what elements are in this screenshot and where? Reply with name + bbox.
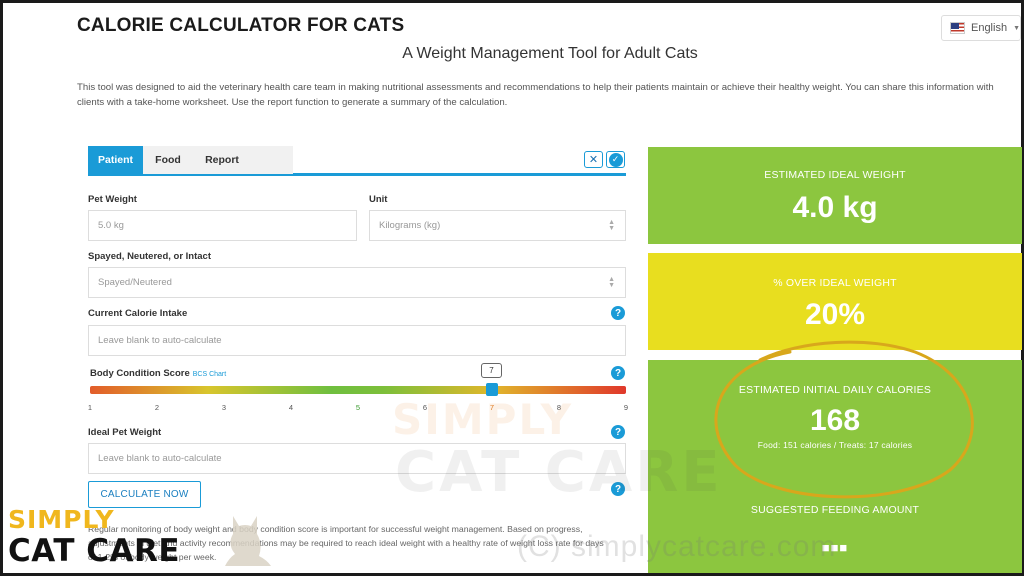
feeding-result-value: ■■■ [821, 540, 849, 555]
close-icon: ✕ [588, 154, 599, 166]
ideal-weight-panel: ESTIMATED IDEAL WEIGHT 4.0 kg [648, 147, 1022, 244]
cat-silhouette-icon [225, 516, 271, 566]
feeding-result-label: SUGGESTED FEEDING AMOUNT [750, 504, 920, 516]
bcs-label: Body Condition Score BCS Chart [90, 368, 226, 379]
daily-calories-panel: ESTIMATED INITIAL DAILY CALORIES 168 Foo… [648, 360, 1022, 480]
unit-label: Unit [369, 194, 388, 205]
bcs-value-bubble: 7 [481, 363, 502, 378]
page-title: CALORIE CALCULATOR FOR CATS [77, 15, 405, 36]
brand-simply: SIMPLY [8, 505, 115, 534]
neuter-label: Spayed, Neutered, or Intact [88, 251, 212, 262]
language-label: English [970, 22, 1008, 34]
select-arrows-icon: ▲ ▼ [608, 276, 615, 289]
tab-bar: Patient Food Report [88, 146, 626, 176]
daily-calories-result-label: ESTIMATED INITIAL DAILY CALORIES [738, 384, 932, 396]
bcs-tick-4: 4 [288, 403, 294, 412]
neuter-value: Spayed/Neutered [98, 277, 172, 288]
pet-weight-label: Pet Weight [88, 194, 137, 205]
pet-weight-value: 5.0 kg [98, 220, 124, 231]
page-subtitle: A Weight Management Tool for Adult Cats [402, 45, 698, 62]
ideal-weight-result-value: 4.0 kg [792, 191, 878, 224]
daily-calories-result-value: 168 [809, 404, 861, 437]
bcs-tick-1: 1 [87, 403, 93, 412]
monitoring-note: Regular monitoring of body weight and bo… [88, 524, 604, 562]
language-select[interactable]: English ▼ [941, 15, 1021, 41]
pet-weight-input[interactable]: 5.0 kg [88, 210, 357, 241]
watermark-logo-bottom: CAT CARE [395, 440, 723, 505]
bcs-tick-9: 9 [623, 403, 629, 412]
watermark-copyright: (C) simplycatcare.com [517, 530, 837, 563]
tab-report[interactable]: Report [205, 154, 239, 166]
chevron-down-icon: ▼ [1013, 24, 1020, 32]
tab-bar-background [143, 146, 293, 174]
help-icon[interactable]: ? [611, 306, 625, 320]
close-button[interactable]: ✕ [584, 151, 603, 168]
select-arrows-icon: ▲ ▼ [608, 219, 615, 232]
over-weight-result-label: % OVER IDEAL WEIGHT [773, 277, 897, 289]
bcs-slider-handle[interactable] [486, 383, 498, 396]
help-icon[interactable]: ? [611, 425, 625, 439]
calorie-intake-input[interactable]: Leave blank to auto-calculate [88, 325, 626, 356]
bcs-label-text: Body Condition Score [90, 368, 190, 379]
help-icon[interactable]: ? [611, 482, 625, 496]
ideal-weight-result-label: ESTIMATED IDEAL WEIGHT [764, 169, 906, 181]
bcs-slider-track[interactable] [90, 386, 626, 394]
neuter-select[interactable]: Spayed/Neutered ▲ ▼ [88, 267, 626, 298]
bcs-tick-5: 5 [355, 403, 361, 412]
ideal-weight-input[interactable]: Leave blank to auto-calculate [88, 443, 626, 474]
ideal-weight-label: Ideal Pet Weight [88, 427, 162, 438]
intro-text: This tool was designed to aid the veteri… [77, 82, 994, 108]
calorie-intake-label: Current Calorie Intake [88, 308, 188, 319]
watermark-logo-top: SIMPLY [392, 395, 574, 444]
bcs-tick-3: 3 [221, 403, 227, 412]
bcs-tick-6: 6 [422, 403, 428, 412]
help-icon[interactable]: ? [611, 366, 625, 380]
bcs-tick-8: 8 [556, 403, 562, 412]
bcs-tick-2: 2 [154, 403, 160, 412]
bcs-chart-link[interactable]: BCS Chart [192, 371, 227, 378]
check-circle-icon: ✓ [608, 152, 623, 167]
confirm-button[interactable]: ✓ [606, 151, 625, 168]
over-weight-result-value: 20% [804, 298, 866, 331]
unit-value: Kilograms (kg) [379, 220, 441, 231]
brand-cat-care: CAT CARE [8, 533, 181, 569]
calculate-now-button[interactable]: CALCULATE NOW [88, 481, 201, 508]
us-flag-icon [950, 22, 965, 34]
bcs-tick-7: 7 [489, 403, 495, 412]
tab-patient[interactable]: Patient [88, 146, 143, 174]
ideal-weight-placeholder: Leave blank to auto-calculate [98, 453, 222, 464]
daily-calories-detail: Food: 151 calories / Treats: 17 calories [757, 440, 913, 450]
calorie-intake-placeholder: Leave blank to auto-calculate [98, 335, 222, 346]
over-weight-panel: % OVER IDEAL WEIGHT 20% [648, 253, 1022, 350]
unit-select[interactable]: Kilograms (kg) ▲ ▼ [369, 210, 626, 241]
tab-food[interactable]: Food [155, 154, 181, 166]
